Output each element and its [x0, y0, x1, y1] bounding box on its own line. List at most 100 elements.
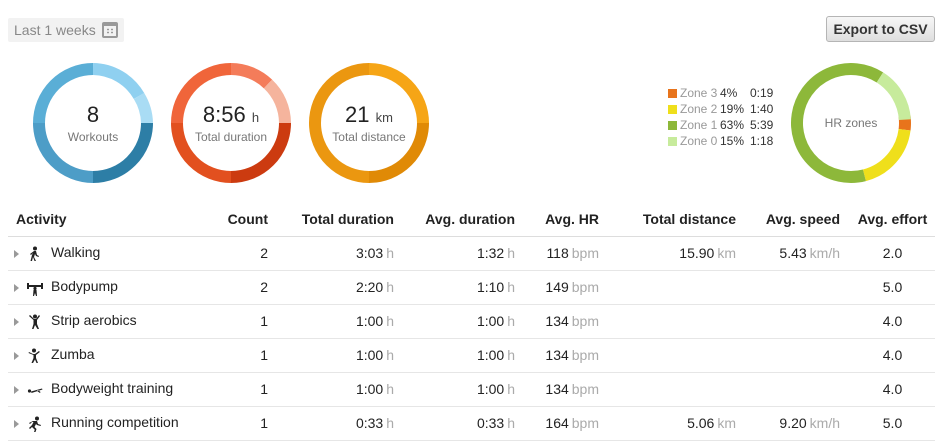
table-header-row: Activity Count Total duration Avg. durat…	[8, 202, 935, 237]
avg-duration-cell: 1:00 h	[404, 372, 525, 407]
table-row[interactable]: Bodyweight training 1 1:00 h 1:00 h 134 bpm 4.0	[8, 372, 935, 407]
duration-unit: h	[507, 347, 515, 363]
avg-hr-value: 149	[545, 279, 569, 295]
calendar-icon[interactable]	[101, 22, 118, 38]
hr-unit: bpm	[571, 381, 599, 397]
avg-speed-cell: 9.20 km/h	[746, 406, 850, 441]
expand-arrow-icon[interactable]	[14, 317, 19, 326]
activity-name: Walking	[51, 244, 101, 261]
avg-duration-value: 1:00	[476, 381, 505, 397]
avg-duration-value: 1:32	[476, 245, 505, 261]
avg-duration-value: 0:33	[476, 415, 505, 431]
expand-arrow-icon[interactable]	[14, 249, 19, 258]
count-cell: 1	[208, 372, 278, 407]
total-distance-value: 5.06	[687, 415, 715, 431]
count-cell: 2	[208, 236, 278, 271]
duration-unit: h	[386, 381, 394, 397]
avg-hr-value: 164	[545, 415, 569, 431]
avg-speed-cell	[746, 270, 850, 305]
expand-arrow-icon[interactable]	[14, 419, 19, 428]
total-duration-cell: 1:00 h	[278, 372, 404, 407]
hr-unit: bpm	[571, 415, 599, 431]
activity-table: Activity Count Total duration Avg. durat…	[8, 202, 935, 441]
hr-unit: bpm	[571, 347, 599, 363]
hr-unit: bpm	[571, 313, 599, 329]
table-row[interactable]: Strip aerobics 1 1:00 h 1:00 h 134 bpm 4.0	[8, 304, 935, 339]
expand-arrow-icon[interactable]	[14, 283, 19, 292]
table-row[interactable]: Zumba 1 1:00 h 1:00 h 134 bpm 4.0	[8, 338, 935, 373]
col-count[interactable]: Count	[208, 202, 278, 237]
hr-zone-legend-item: Zone 2 19% 1:40	[668, 101, 773, 117]
duration-unit: h	[386, 415, 394, 431]
expand-arrow-icon[interactable]	[14, 351, 19, 360]
total-distance-value: 15.90	[679, 245, 715, 261]
hr-zone-percent: 15%	[720, 134, 745, 148]
activity-name: Zumba	[51, 346, 95, 363]
distance-label: Total distance	[332, 130, 406, 144]
duration-value-line: 8:56 h	[203, 102, 259, 128]
bodypump-icon	[27, 282, 43, 296]
duration-unit: h	[507, 313, 515, 329]
table-row[interactable]: Running competition 1 0:33 h 0:33 h 164 bpm 5.06…	[8, 406, 935, 441]
duration-label: Total duration	[194, 130, 268, 144]
hr-zone-legend-item: Zone 0 15% 1:18	[668, 133, 773, 149]
duration-value: 8:56	[202, 102, 246, 127]
distance-unit: km	[375, 110, 393, 125]
export-csv-button[interactable]: Export to CSV	[826, 16, 935, 42]
hr-zone-time: 0:19	[750, 86, 774, 100]
col-activity[interactable]: Activity	[8, 202, 208, 237]
avg-duration-cell: 1:00 h	[404, 304, 525, 339]
avg-hr-cell: 134 bpm	[525, 338, 609, 373]
workouts-donut: 8 Workouts	[32, 62, 154, 184]
count-cell: 1	[208, 406, 278, 441]
duration-unit: h	[386, 313, 394, 329]
avg-hr-cell: 149 bpm	[525, 270, 609, 305]
table-row[interactable]: Bodypump 2 2:20 h 1:10 h 149 bpm 5.0	[8, 270, 935, 305]
hr-zone-name: Zone 0	[680, 134, 718, 148]
workouts-ring	[33, 63, 153, 183]
activity-cell: Zumba	[8, 338, 208, 373]
strip-aerobics-icon	[29, 314, 40, 329]
distance-value-line: 21 km	[345, 102, 393, 128]
col-total-distance[interactable]: Total distance	[609, 202, 746, 237]
hr-zones-donut: HR zones	[790, 62, 912, 184]
distance-unit: km	[717, 245, 736, 261]
period-selector[interactable]: Last 1 weeks	[8, 18, 124, 42]
bodyweight-training-icon	[27, 388, 43, 393]
duration-unit: h	[386, 279, 394, 295]
avg-hr-value: 134	[545, 381, 569, 397]
workouts-value: 8	[86, 102, 100, 127]
total-duration-cell: 1:00 h	[278, 338, 404, 373]
avg-duration-cell: 1:10 h	[404, 270, 525, 305]
duration-ring	[171, 63, 291, 183]
total-duration-value: 1:00	[355, 381, 384, 397]
total-duration-value: 3:03	[355, 245, 384, 261]
hr-zone-swatch	[668, 120, 677, 130]
hr-zone-swatch	[668, 136, 677, 146]
total-duration-cell: 3:03 h	[278, 236, 404, 271]
avg-duration-value: 1:00	[476, 313, 505, 329]
activity-cell: Bodyweight training	[8, 372, 208, 407]
col-avg-hr[interactable]: Avg. HR	[525, 202, 609, 237]
zumba-icon	[28, 348, 40, 363]
activity-cell: Bodypump	[8, 270, 208, 305]
hr-zone-time: 5:39	[750, 118, 774, 132]
total-distance-cell	[609, 372, 746, 407]
col-avg-duration[interactable]: Avg. duration	[404, 202, 525, 237]
hr-zone-swatch	[668, 104, 677, 114]
total-duration-value: 2:20	[355, 279, 384, 295]
walking-icon	[30, 246, 39, 261]
col-total-duration[interactable]: Total duration	[278, 202, 404, 237]
avg-hr-value: 134	[545, 313, 569, 329]
hr-zone-legend-item: Zone 3 4% 0:19	[668, 85, 773, 101]
col-avg-effort[interactable]: Avg. effort	[850, 202, 935, 237]
table-row[interactable]: Walking 2 3:03 h 1:32 h 118 bpm 15.90 km 5.43 km/h 2…	[8, 236, 935, 271]
hr-unit: bpm	[571, 279, 599, 295]
hr-zone-name: Zone 2	[680, 102, 718, 116]
hr-zones-label: HR zones	[824, 116, 878, 130]
expand-arrow-icon[interactable]	[14, 385, 19, 394]
col-avg-speed[interactable]: Avg. speed	[746, 202, 850, 237]
avg-speed-cell: 5.43 km/h	[746, 236, 850, 271]
total-duration-cell: 1:00 h	[278, 304, 404, 339]
hr-zone-legend-item: Zone 1 63% 5:39	[668, 117, 773, 133]
